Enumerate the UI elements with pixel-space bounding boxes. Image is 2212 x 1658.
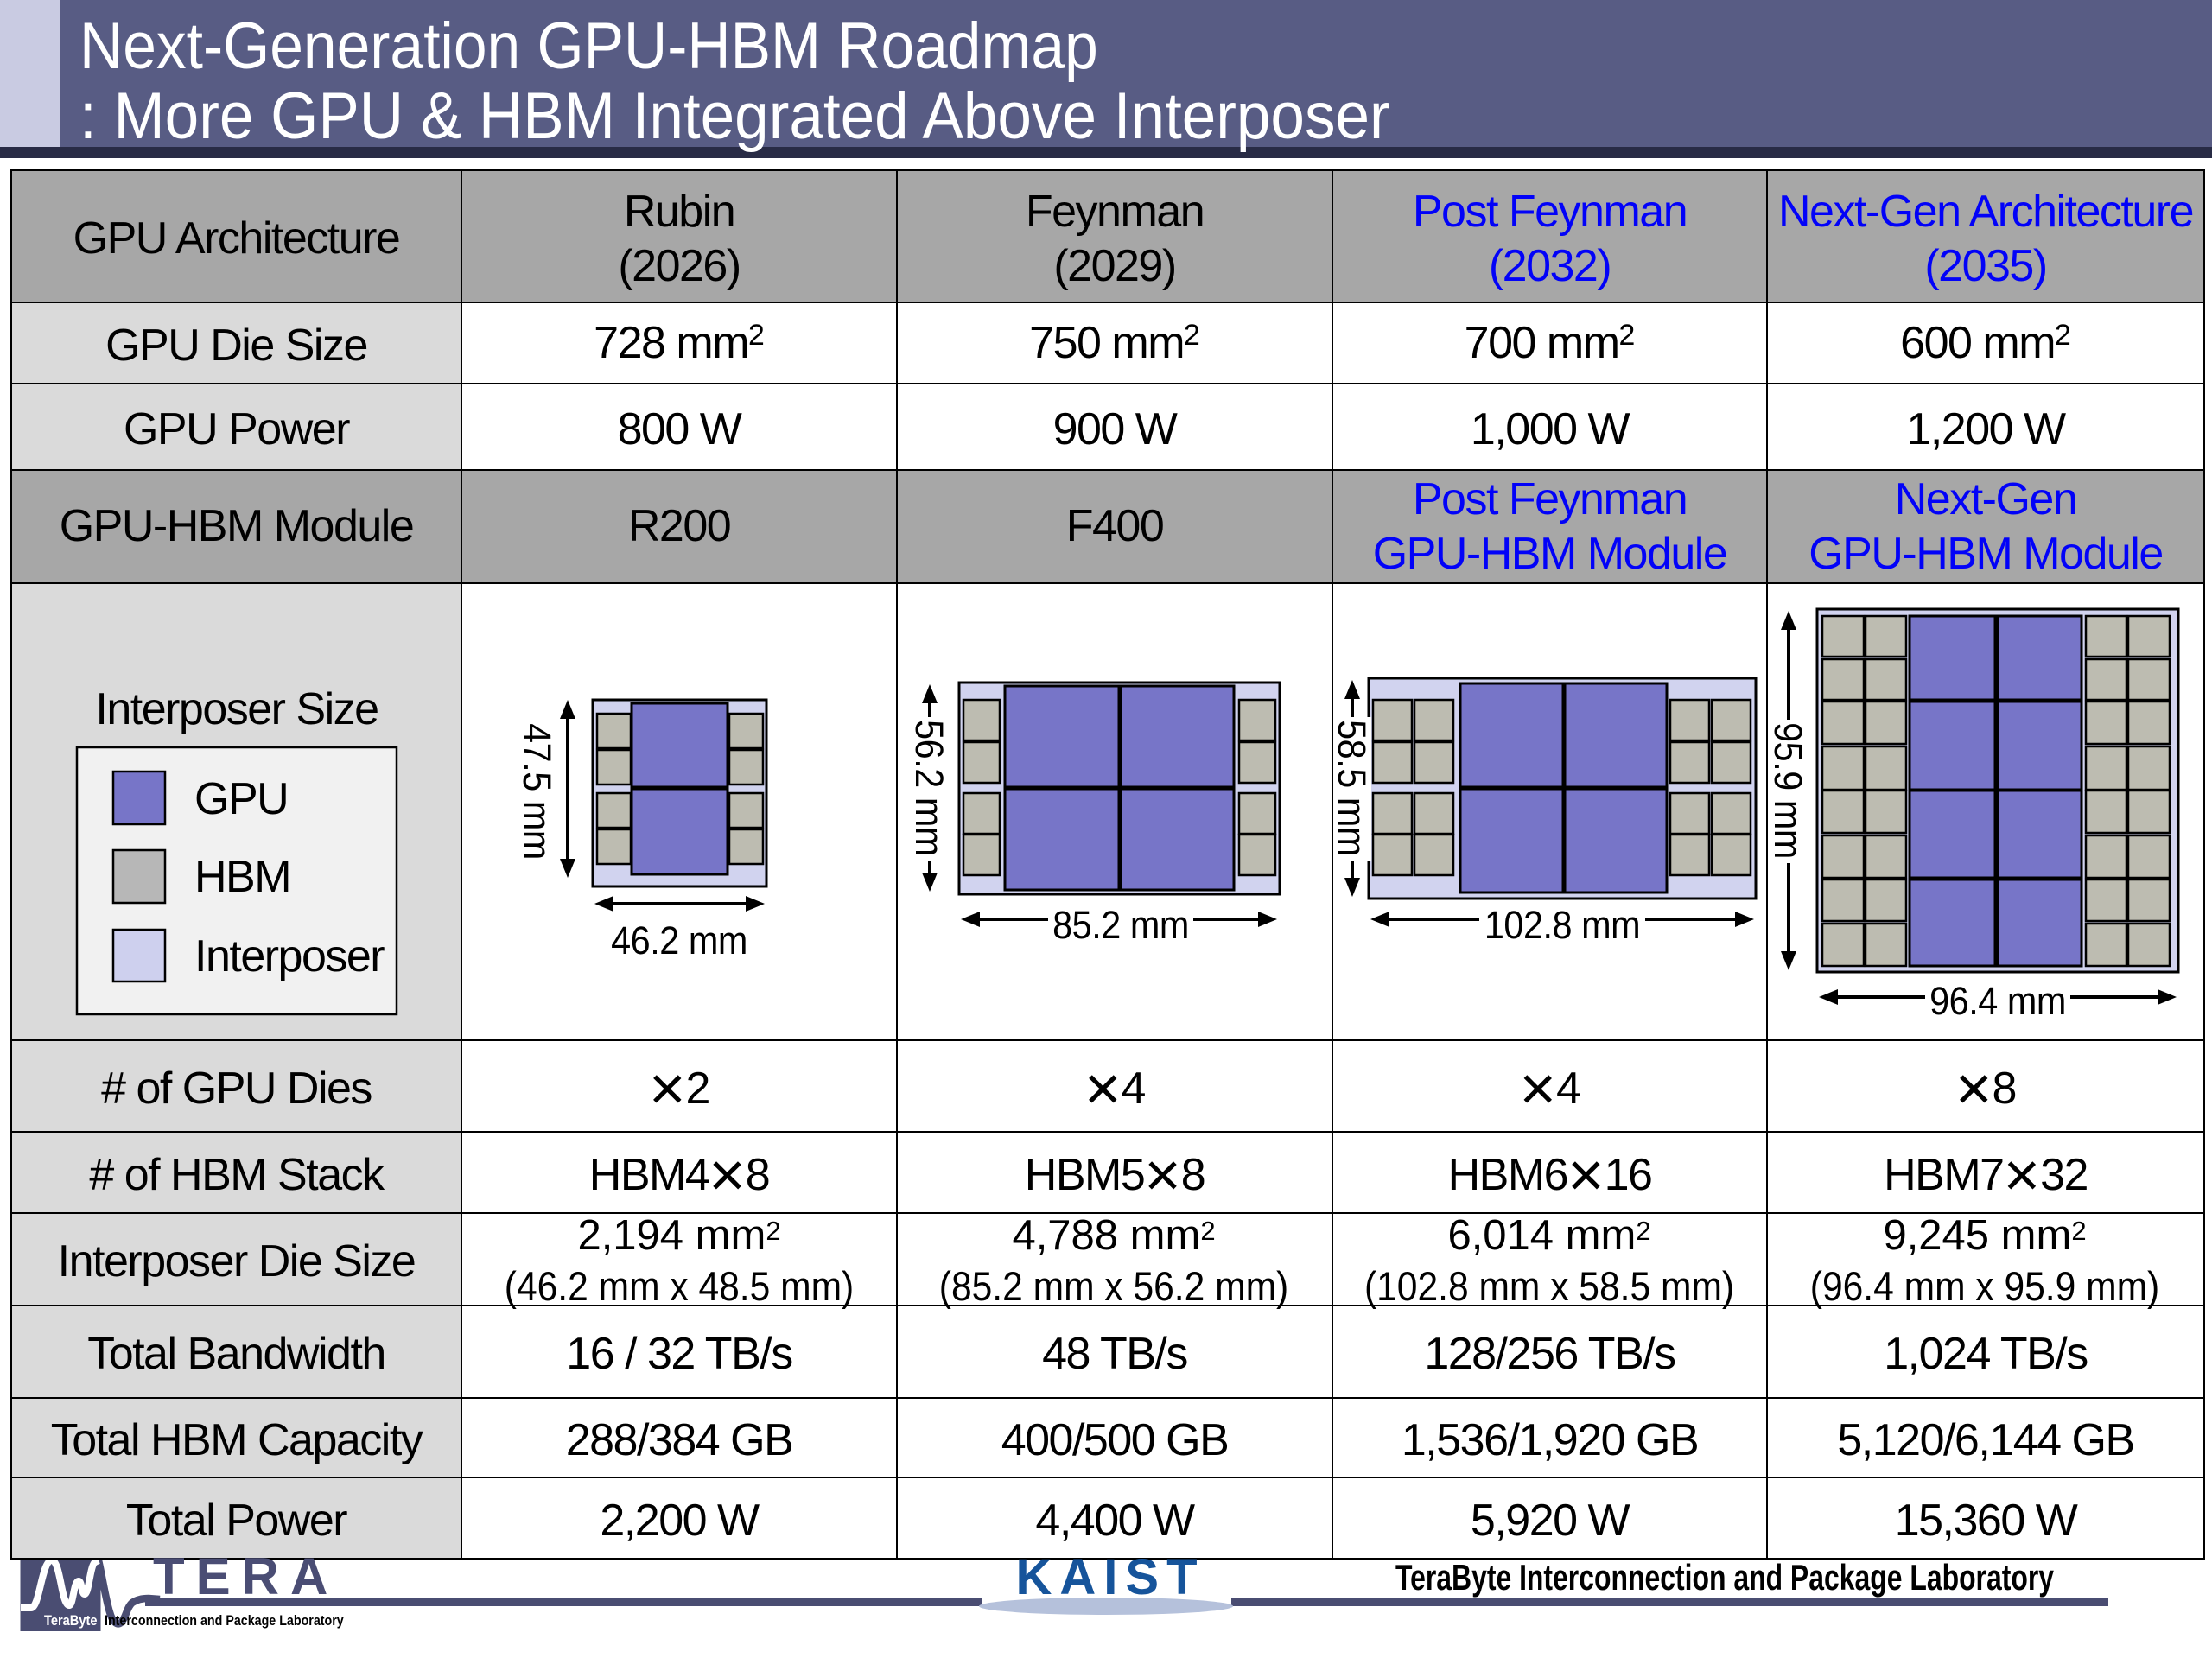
svg-text:TeraByte: TeraByte	[44, 1613, 98, 1629]
svg-text:Interconnection and Package La: Interconnection and Package Laboratory	[105, 1613, 344, 1629]
svg-text:TeraByte Interconnection and P: TeraByte Interconnection and Package Lab…	[1395, 1557, 2054, 1598]
